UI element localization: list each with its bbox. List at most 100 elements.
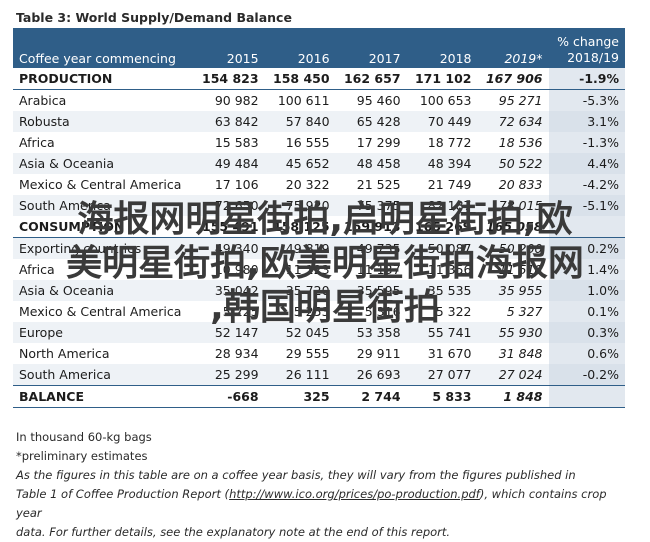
cell-change: -1.9% bbox=[548, 68, 625, 90]
cell-value: 72 634 bbox=[477, 111, 549, 132]
cell-value: 165 269 bbox=[406, 216, 478, 238]
column-header-label: Coffee year commencing bbox=[13, 28, 194, 68]
change-header-line1: % change bbox=[557, 34, 619, 49]
row-label: BALANCE bbox=[13, 385, 194, 408]
cell-value: 55 930 bbox=[477, 322, 549, 343]
cell-value: 154 823 bbox=[193, 68, 265, 90]
table-row: Africa 10 980 11 123 11 137 11 356 11 518 1.4% bbox=[13, 259, 625, 280]
column-header-change: % change 2018/19 bbox=[548, 28, 625, 68]
table-row: Europe 52 147 52 045 53 358 55 741 55 930 0.3% bbox=[13, 322, 625, 343]
note-line-2-start: Table 1 of Coffee Production Report ( bbox=[16, 487, 230, 501]
cell-value: 72 650 bbox=[193, 195, 265, 216]
cell-change bbox=[548, 216, 625, 238]
cell-value: -668 bbox=[193, 385, 265, 408]
row-label: CONSUMPTION bbox=[13, 216, 194, 238]
cell-value: 52 147 bbox=[193, 322, 265, 343]
production-report-link[interactable]: http://www.ico.org/prices/po-production.… bbox=[229, 487, 480, 501]
change-header-line2: 2018/19 bbox=[567, 50, 619, 65]
cell-change: -5.1% bbox=[548, 195, 625, 216]
column-header-year: 2018 bbox=[406, 28, 478, 68]
cell-value: 31 848 bbox=[498, 346, 543, 361]
cell-value: 49 735 bbox=[335, 237, 407, 259]
cell-value: 95 271 bbox=[498, 93, 543, 108]
note-line-3: data. For further details, see the expla… bbox=[16, 525, 451, 539]
table-row: South America 25 299 26 111 26 693 27 077 27 … bbox=[13, 364, 625, 386]
unit-note: In thousand 60-kg bags bbox=[16, 430, 152, 444]
cell-change: 1.4% bbox=[548, 259, 625, 280]
table-row: Arabica 90 982 100 611 95 460 100 653 95 271-… bbox=[13, 89, 625, 111]
cell-value: 65 428 bbox=[335, 111, 407, 132]
cell-value: 165 058 bbox=[477, 216, 549, 238]
row-label: Asia & Oceania bbox=[13, 153, 194, 174]
cell-change: 0.2% bbox=[548, 237, 625, 259]
table-title: Table 3: World Supply/Demand Balance bbox=[16, 10, 292, 25]
cell-value: 35 595 bbox=[335, 280, 407, 301]
cell-change: -5.3% bbox=[548, 89, 625, 111]
cell-value: 49 340 bbox=[193, 237, 265, 259]
row-label: Africa bbox=[19, 135, 55, 150]
cell-value: 5 833 bbox=[406, 385, 478, 408]
cell-value: 75 920 bbox=[264, 195, 336, 216]
cell-value: 29 911 bbox=[356, 346, 401, 361]
cell-value: 1 848 bbox=[477, 385, 549, 408]
table-notes: In thousand 60-kg bags *preliminary esti… bbox=[16, 428, 626, 542]
cell-change: 4.4% bbox=[548, 153, 625, 174]
cell-change bbox=[548, 385, 625, 408]
cell-value: 11 137 bbox=[356, 262, 401, 277]
cell-value: 2 744 bbox=[335, 385, 407, 408]
cell-value: 27 077 bbox=[406, 364, 478, 386]
cell-value: 95 460 bbox=[356, 93, 401, 108]
cell-value: 57 840 bbox=[264, 111, 336, 132]
table-row: Asia & Oceania 49 484 45 652 48 458 48 394 50… bbox=[13, 153, 625, 174]
table-row: South America 72 650 75 920 75 375 82 187 78 … bbox=[13, 195, 625, 216]
cell-value: 159 913 bbox=[335, 216, 407, 238]
cell-value: 158 450 bbox=[264, 68, 336, 90]
note-line-2: Table 1 of Coffee Production Report (htt… bbox=[16, 485, 626, 523]
table-header-row: Coffee year commencing 2015 2016 2017 20… bbox=[13, 28, 625, 68]
cell-value: 11 518 bbox=[498, 262, 543, 277]
row-label: Exporting countries bbox=[13, 237, 194, 259]
cell-value: 31 670 bbox=[427, 346, 472, 361]
cell-value: 55 741 bbox=[406, 322, 478, 343]
note-line-2-end: ), which contains crop year bbox=[16, 487, 607, 520]
cell-change: -1.3% bbox=[548, 132, 625, 153]
cell-value: 11 123 bbox=[285, 262, 330, 277]
column-header-year: 2016 bbox=[264, 28, 336, 68]
cell-value: 18 536 bbox=[498, 135, 543, 150]
cell-value: 25 299 bbox=[193, 364, 265, 386]
cell-value: 10 980 bbox=[214, 262, 259, 277]
row-label: North America bbox=[19, 346, 110, 361]
cell-change: 0.1% bbox=[548, 301, 625, 322]
row-label: Robusta bbox=[13, 111, 194, 132]
cell-value: 53 358 bbox=[335, 322, 407, 343]
cell-value: 158 125 bbox=[264, 216, 336, 238]
cell-value: 26 693 bbox=[335, 364, 407, 386]
cell-value: 21 749 bbox=[427, 177, 472, 192]
cell-value: 17 106 bbox=[214, 177, 259, 192]
cell-value: 35 535 bbox=[406, 280, 478, 301]
column-header-year-estimate: 2019* bbox=[477, 28, 549, 68]
column-header-year: 2017 bbox=[335, 28, 407, 68]
cell-change: 1.0% bbox=[548, 280, 625, 301]
row-label: Europe bbox=[13, 322, 194, 343]
cell-value: 171 102 bbox=[406, 68, 478, 90]
row-label: Asia & Oceania bbox=[13, 280, 194, 301]
cell-value: 325 bbox=[264, 385, 336, 408]
row-label: South America bbox=[13, 195, 194, 216]
table-row: Exporting countries 49 340 49 819 49 735 50 … bbox=[13, 237, 625, 259]
row-label: Africa bbox=[19, 262, 55, 277]
cell-value: 48 458 bbox=[335, 153, 407, 174]
cell-change: 0.6% bbox=[548, 343, 625, 364]
column-header-year: 2015 bbox=[193, 28, 265, 68]
cell-value: 49 484 bbox=[193, 153, 265, 174]
cell-value: 50 522 bbox=[477, 153, 549, 174]
cell-value: 70 449 bbox=[406, 111, 478, 132]
cell-change: 3.1% bbox=[548, 111, 625, 132]
table-row: Asia & Oceania 35 042 35 720 35 595 35 535 35… bbox=[13, 280, 625, 301]
table-row: Africa 15 583 16 555 17 299 18 772 18 536 -1.3… bbox=[13, 132, 625, 153]
cell-value: 155 491 bbox=[193, 216, 265, 238]
cell-value: 100 653 bbox=[419, 93, 472, 108]
cell-value: 162 657 bbox=[335, 68, 407, 90]
cell-value: 82 187 bbox=[406, 195, 478, 216]
cell-value: 45 652 bbox=[264, 153, 336, 174]
